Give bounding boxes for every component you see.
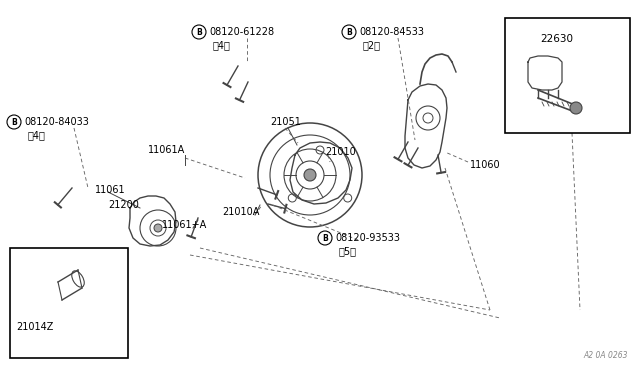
Text: （5）: （5） [339, 246, 357, 256]
Text: 08120-84533: 08120-84533 [359, 27, 424, 37]
Circle shape [304, 169, 316, 181]
Circle shape [154, 224, 162, 232]
Text: B: B [11, 118, 17, 126]
Text: （2）: （2） [363, 40, 381, 50]
Text: 22630: 22630 [540, 34, 573, 44]
Text: （4）: （4） [213, 40, 231, 50]
Text: A2 0A 0263: A2 0A 0263 [584, 351, 628, 360]
Text: 11061: 11061 [95, 185, 125, 195]
Text: 21010: 21010 [325, 147, 356, 157]
Text: B: B [346, 28, 352, 36]
Bar [505, 18, 630, 133]
Text: B: B [196, 28, 202, 36]
Text: 08120-93533: 08120-93533 [335, 233, 400, 243]
Text: 08120-61228: 08120-61228 [209, 27, 274, 37]
Text: 08120-84033: 08120-84033 [24, 117, 89, 127]
Text: 11061+A: 11061+A [162, 220, 207, 230]
Circle shape [570, 102, 582, 114]
Text: 21014Z: 21014Z [16, 322, 53, 332]
Text: 11061A: 11061A [148, 145, 185, 155]
Text: B: B [322, 234, 328, 243]
Bar [10, 248, 128, 358]
Text: 21051: 21051 [270, 117, 301, 127]
Text: 21200: 21200 [108, 200, 139, 210]
Text: （4）: （4） [28, 130, 46, 140]
Text: 21010A: 21010A [222, 207, 259, 217]
Text: 11060: 11060 [470, 160, 500, 170]
